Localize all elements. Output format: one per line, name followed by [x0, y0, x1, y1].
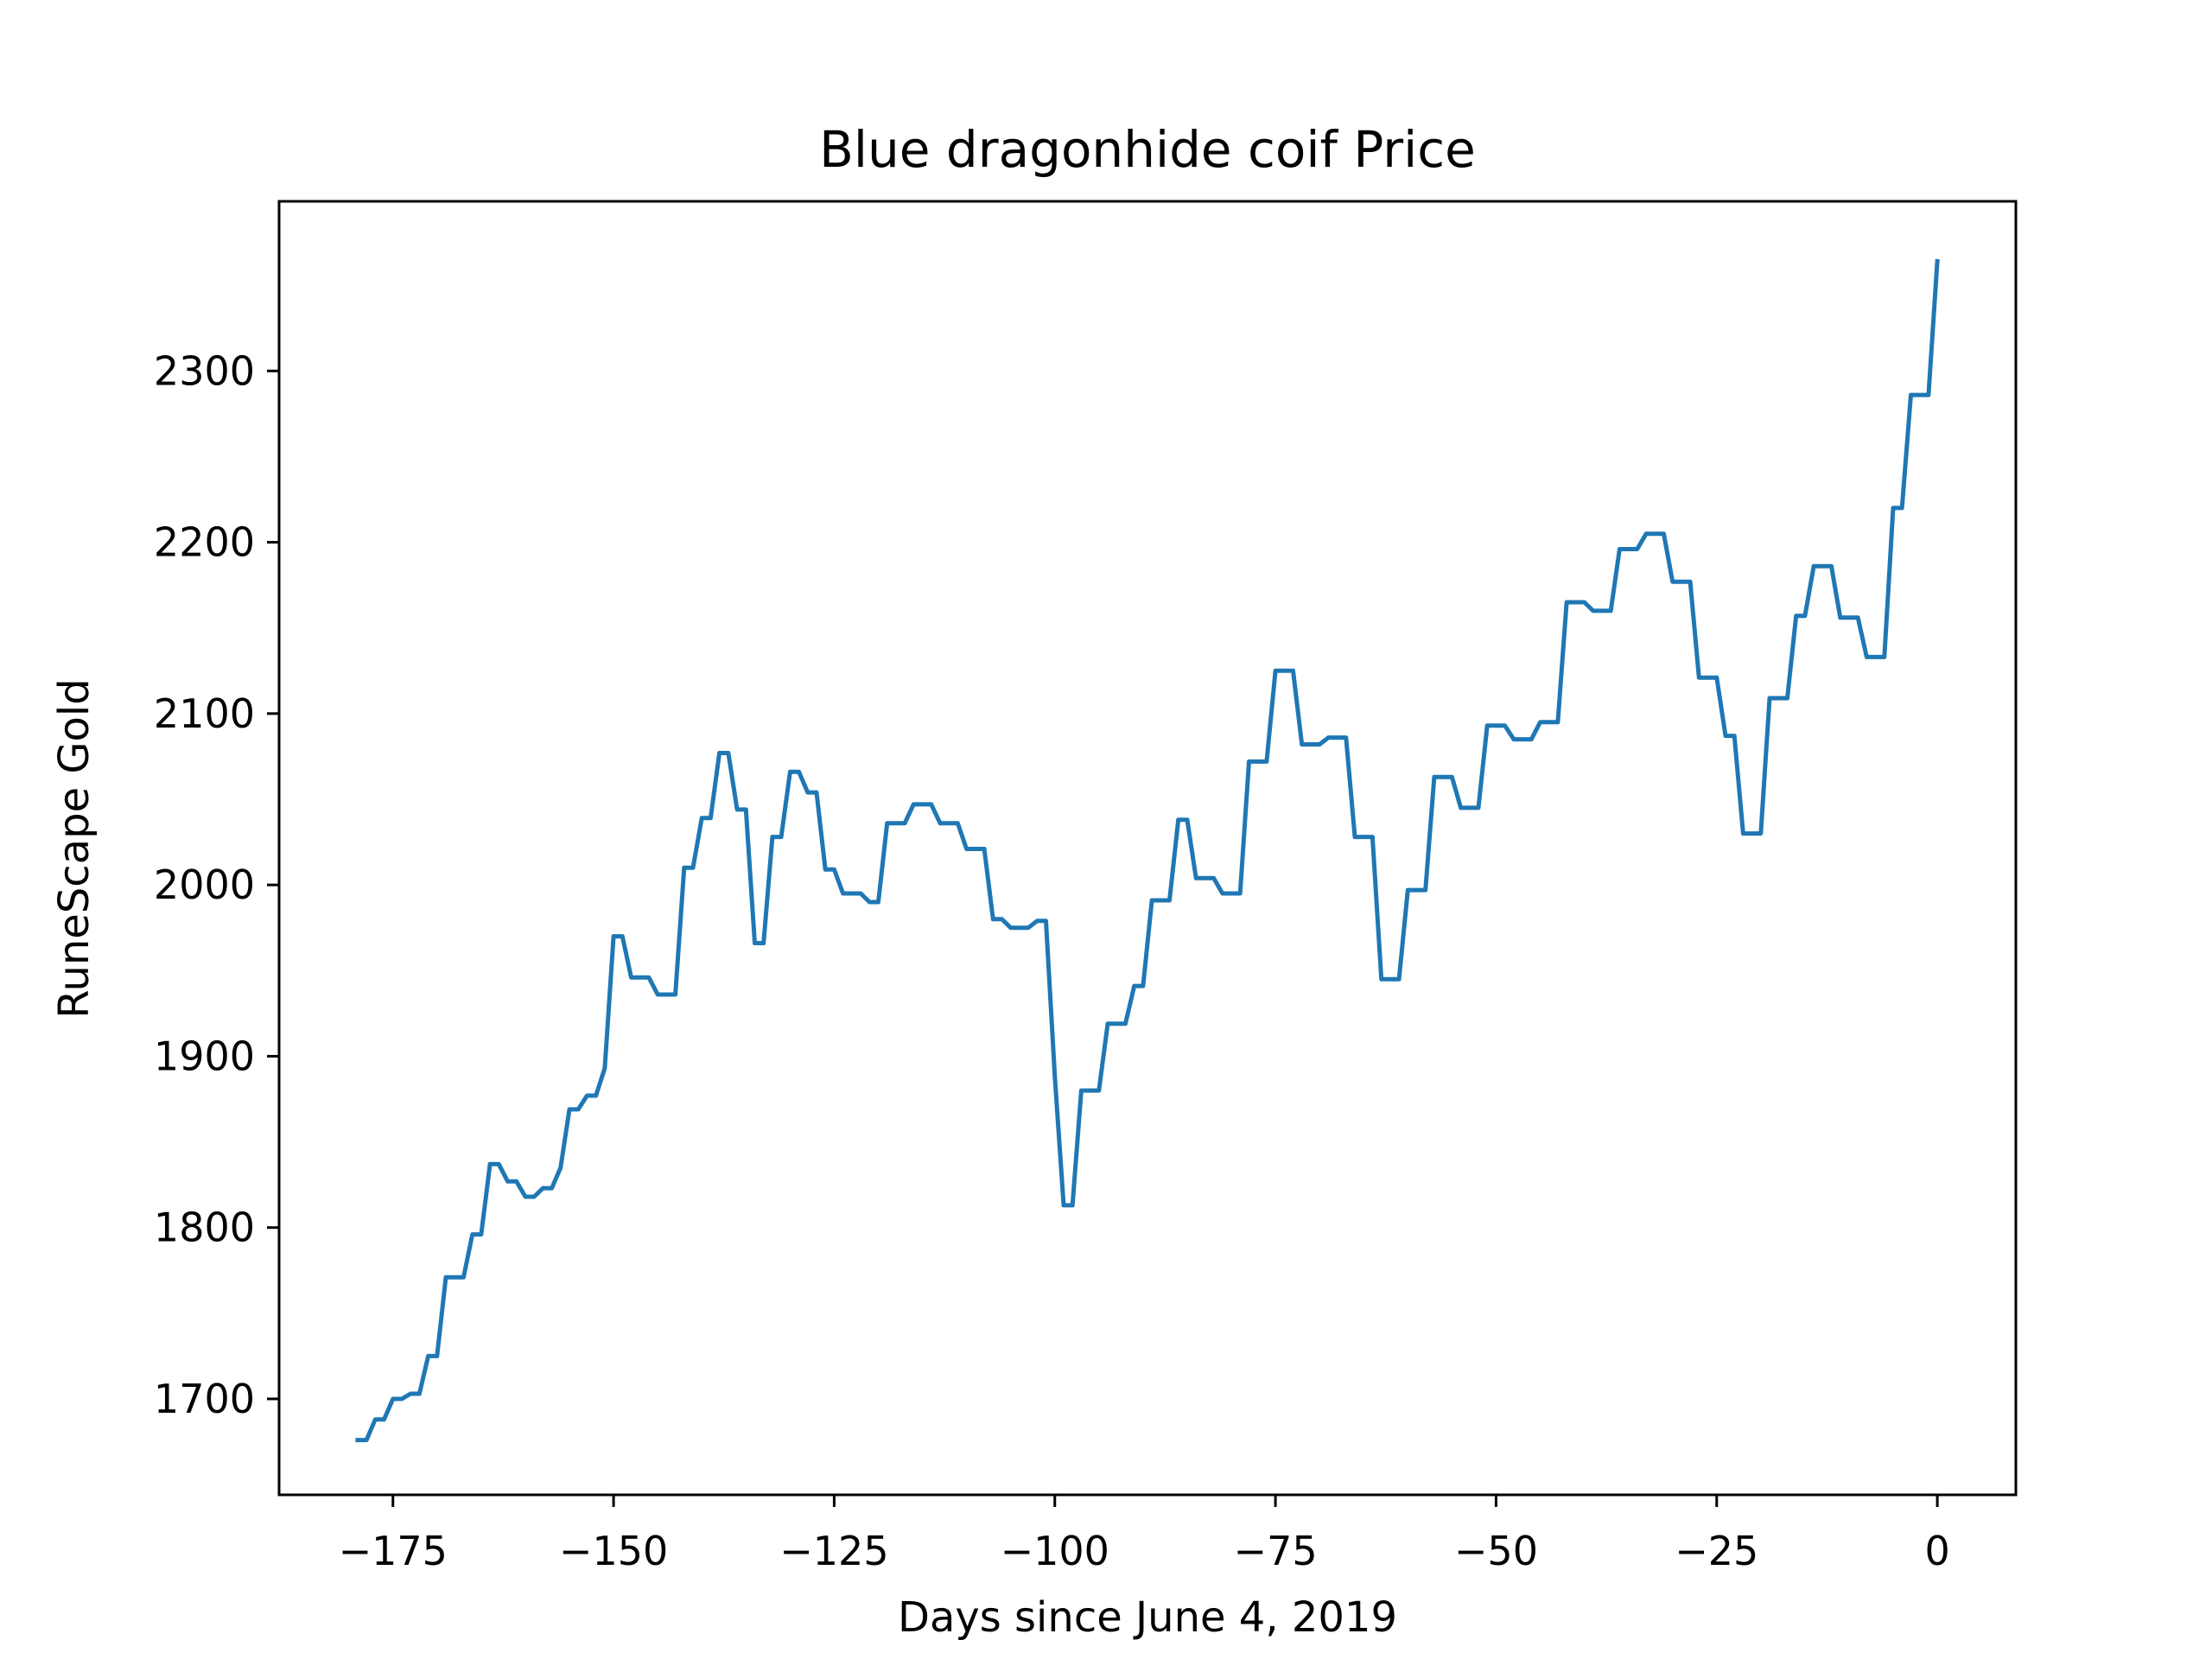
series-line-0 — [355, 258, 1940, 1443]
x-axis: −175 −150 −125 −100 −75 −50 −25 0 — [339, 1495, 1950, 1574]
x-tick-label: −75 — [1234, 1528, 1318, 1574]
x-tick-label: −125 — [779, 1528, 888, 1574]
x-axis-label: Days since June 4, 2019 — [898, 1593, 1397, 1642]
x-tick-label: −25 — [1675, 1528, 1758, 1574]
y-tick-label: 2000 — [154, 861, 255, 908]
plot-frame — [277, 200, 2018, 1497]
x-tick-label: −150 — [559, 1528, 668, 1574]
y-tick-label: 2300 — [154, 347, 255, 394]
x-tick-label: 0 — [1924, 1528, 1949, 1574]
x-tick-label: −175 — [339, 1528, 448, 1574]
y-axis: 1700 1800 1900 2000 2100 2200 2300 — [154, 347, 279, 1422]
chart-title: Blue dragonhide coif Price — [819, 120, 1476, 179]
y-tick-label: 2100 — [154, 690, 255, 737]
y-tick-label: 2200 — [154, 519, 255, 566]
y-tick-label: 1900 — [154, 1033, 255, 1079]
x-tick-label: −100 — [1001, 1528, 1109, 1574]
y-axis-label: RuneScape Gold — [50, 678, 99, 1018]
x-tick-label: −50 — [1454, 1528, 1538, 1574]
y-tick-label: 1800 — [154, 1205, 255, 1251]
y-tick-label: 1700 — [154, 1376, 255, 1422]
plot-area — [355, 258, 1940, 1443]
